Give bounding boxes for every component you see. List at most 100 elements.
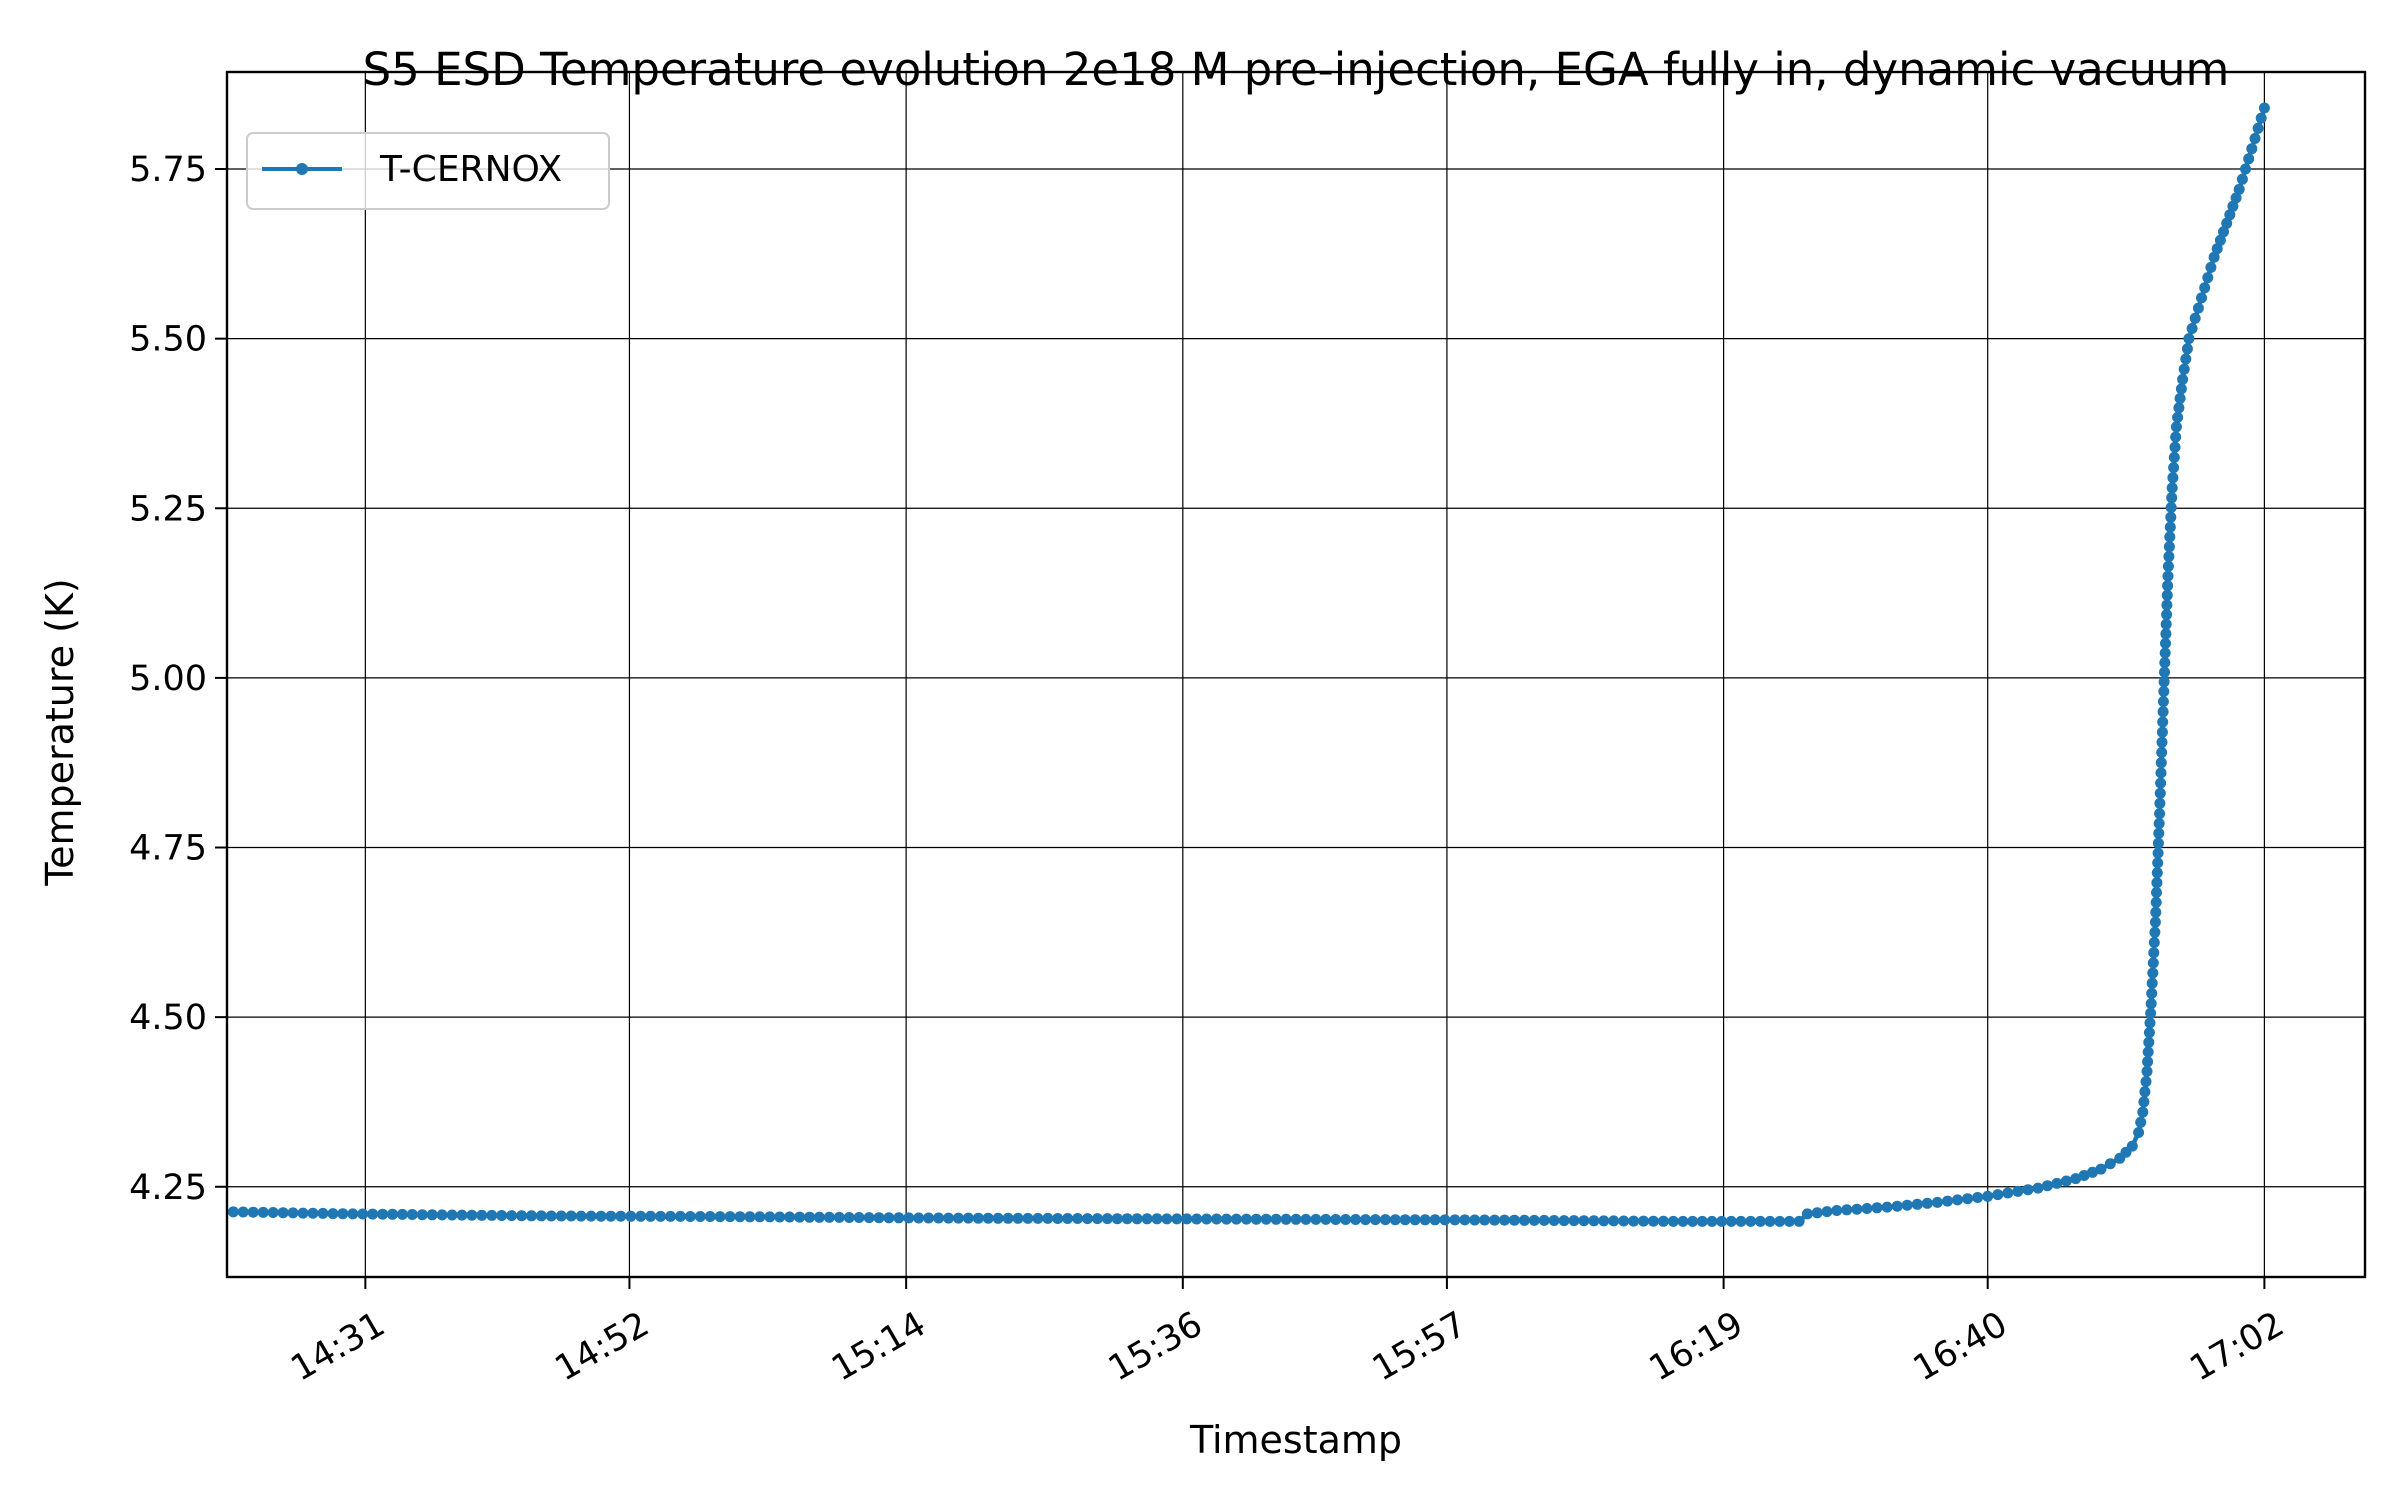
data-point	[1131, 1213, 1143, 1225]
data-point	[1911, 1198, 1923, 1210]
data-point	[2162, 570, 2174, 582]
legend-marker-swatch	[296, 163, 308, 175]
data-point	[1191, 1213, 1203, 1225]
data-point	[903, 1212, 915, 1224]
data-point	[2214, 234, 2226, 246]
data-point	[2165, 511, 2177, 523]
data-point	[1230, 1213, 1242, 1225]
data-point	[1687, 1215, 1699, 1227]
data-point	[2155, 767, 2167, 779]
data-point	[2236, 173, 2248, 185]
data-point	[2175, 383, 2187, 395]
data-point	[2141, 1065, 2153, 1077]
data-point	[605, 1210, 617, 1222]
data-point	[2151, 877, 2163, 889]
data-point	[1489, 1214, 1501, 1226]
data-point	[684, 1211, 696, 1222]
data-point	[853, 1212, 865, 1223]
data-point	[1250, 1213, 1262, 1225]
data-point	[2153, 827, 2165, 839]
data-point	[1091, 1213, 1103, 1225]
data-point	[1350, 1214, 1362, 1225]
y-axis-label: Temperature (K)	[38, 578, 82, 886]
data-point	[823, 1211, 835, 1223]
data-point	[2095, 1163, 2107, 1175]
data-point	[1280, 1213, 1292, 1225]
data-point	[1201, 1213, 1213, 1225]
data-point	[535, 1210, 547, 1222]
data-point	[1716, 1215, 1728, 1227]
data-point	[2126, 1140, 2138, 1152]
data-point	[1042, 1212, 1054, 1224]
data-point	[1871, 1202, 1883, 1214]
data-point	[625, 1210, 637, 1222]
data-point	[1379, 1214, 1391, 1226]
data-point	[1608, 1215, 1620, 1227]
data-point	[1409, 1214, 1421, 1226]
data-point	[724, 1211, 736, 1223]
series-layer	[227, 102, 2270, 1227]
data-point	[476, 1209, 488, 1221]
data-point	[1598, 1215, 1610, 1227]
data-point	[1821, 1206, 1833, 1218]
data-point	[486, 1209, 498, 1221]
legend-label-t-cernox: T-CERNOX	[379, 149, 562, 190]
data-point	[2051, 1177, 2063, 1189]
data-point	[2012, 1185, 2024, 1197]
data-point	[396, 1208, 408, 1220]
data-point	[2202, 272, 2214, 284]
data-point	[1801, 1208, 1813, 1220]
data-point	[1774, 1215, 1786, 1227]
data-point	[595, 1210, 607, 1222]
data-point	[297, 1207, 309, 1219]
data-point	[2157, 716, 2169, 728]
data-point	[1508, 1214, 1520, 1226]
data-point	[1783, 1215, 1795, 1227]
data-point	[446, 1209, 458, 1221]
data-point	[1628, 1215, 1640, 1227]
data-point	[2154, 808, 2166, 820]
data-point	[2227, 200, 2239, 212]
data-point	[575, 1210, 587, 1222]
y-tick-label: 5.50	[129, 320, 207, 360]
data-point	[1881, 1201, 1893, 1213]
data-point	[2138, 1096, 2150, 1108]
data-point	[2160, 628, 2172, 640]
data-point	[1062, 1213, 1074, 1224]
data-point	[2022, 1184, 2034, 1196]
data-point	[337, 1208, 349, 1220]
data-point	[247, 1206, 259, 1218]
data-point	[2205, 261, 2217, 273]
data-point	[1901, 1199, 1913, 1211]
data-point	[1439, 1214, 1451, 1226]
data-point	[962, 1212, 974, 1224]
data-point	[227, 1206, 239, 1218]
data-point	[466, 1209, 478, 1221]
data-point	[1952, 1194, 1963, 1206]
data-point	[2160, 637, 2171, 649]
data-point	[1141, 1213, 1153, 1225]
data-point	[923, 1212, 935, 1224]
data-point	[2189, 312, 2201, 324]
data-point	[2135, 1116, 2147, 1128]
x-axis-label: Timestamp	[1189, 1418, 1402, 1462]
data-point	[2181, 343, 2193, 355]
data-point	[2002, 1187, 2014, 1199]
data-point	[2145, 1007, 2157, 1019]
data-point	[436, 1209, 448, 1221]
data-point	[2139, 1086, 2151, 1098]
data-point	[2180, 353, 2192, 365]
data-point	[933, 1212, 945, 1224]
data-point	[744, 1211, 756, 1223]
data-point	[377, 1208, 389, 1220]
data-point	[2161, 589, 2173, 601]
y-tick-label: 4.75	[129, 829, 207, 869]
data-point	[1290, 1213, 1302, 1225]
data-point	[2158, 686, 2170, 697]
data-point	[2199, 282, 2211, 294]
data-point	[2161, 599, 2173, 611]
data-point	[913, 1212, 925, 1224]
data-point	[1548, 1215, 1560, 1226]
data-point	[1618, 1215, 1630, 1227]
data-point	[1360, 1214, 1371, 1226]
